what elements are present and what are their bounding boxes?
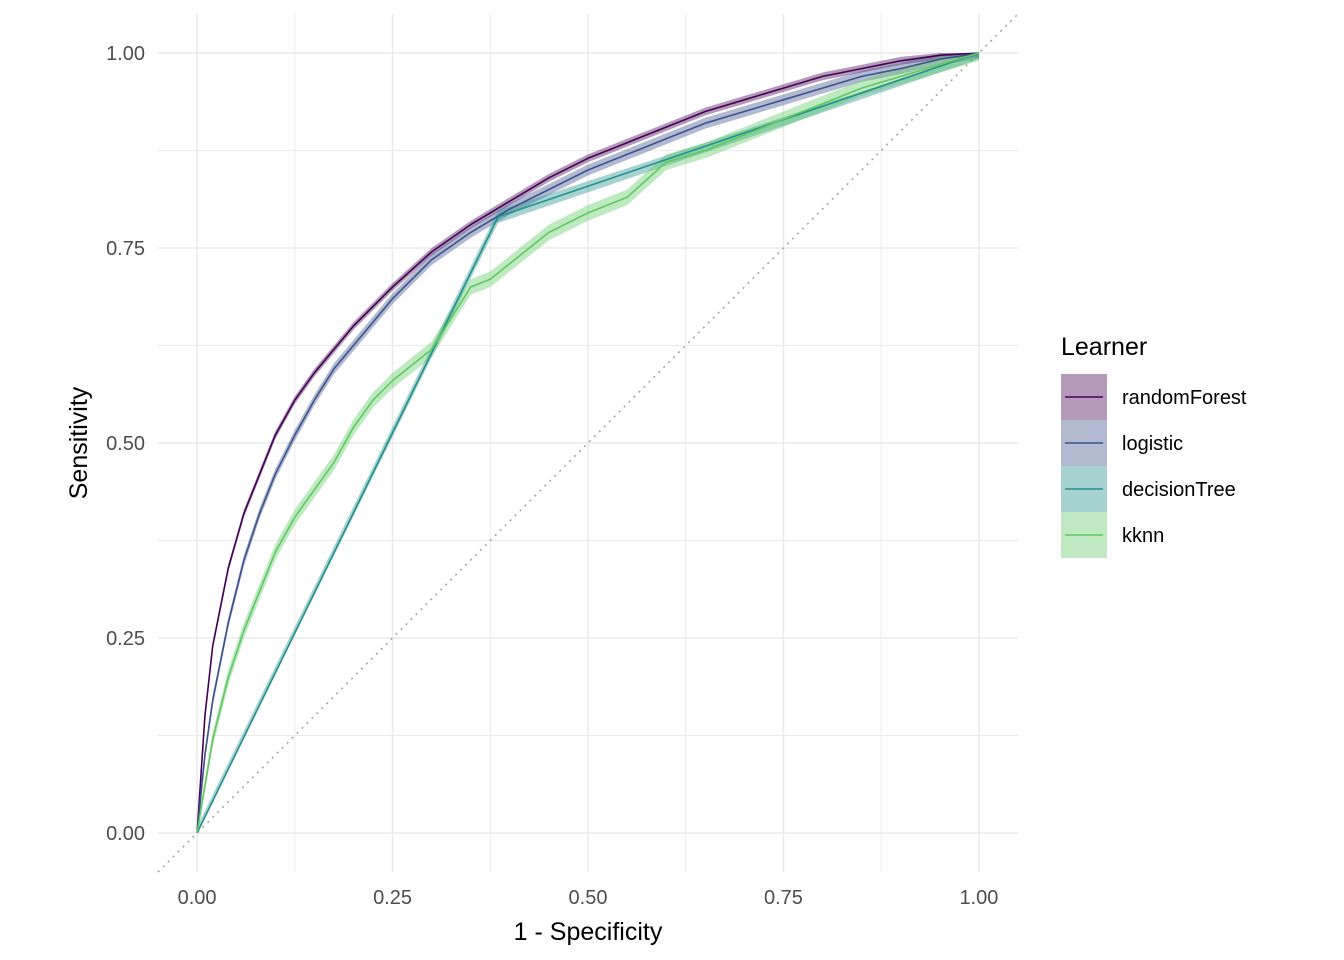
line-kknn xyxy=(196,52,980,834)
legend-title: Learner xyxy=(1061,333,1147,361)
legend-label-logistic: logistic xyxy=(1122,433,1183,455)
legend-label-kknn: kknn xyxy=(1122,525,1164,547)
x-tick-label: 0.50 xyxy=(569,887,608,909)
legend-label-decisionTree: decisionTree xyxy=(1122,479,1236,501)
y-tick-label: 0.25 xyxy=(106,628,145,650)
legend-item-randomForest: randomForest xyxy=(1061,374,1247,420)
y-tick-label: 1.00 xyxy=(106,43,145,65)
x-tick-label: 0.75 xyxy=(764,887,803,909)
legend-item-decisionTree: decisionTree xyxy=(1061,466,1236,512)
legend-item-kknn: kknn xyxy=(1061,512,1164,558)
y-tick-label: 0.50 xyxy=(106,433,145,455)
x-tick-label: 0.00 xyxy=(178,887,217,909)
y-tick-label: 0.75 xyxy=(106,238,145,260)
y-tick-label: 0.00 xyxy=(106,823,145,845)
legend: randomForest logistic decisionTree kknn xyxy=(1061,374,1247,558)
y-axis-tick-labels: 0.00 0.25 0.50 0.75 1.00 xyxy=(106,43,145,845)
line-logistic xyxy=(196,52,980,834)
major-gridlines xyxy=(158,14,1018,872)
line-randomForest xyxy=(196,52,979,834)
x-axis-title: 1 - Specificity xyxy=(514,918,663,946)
legend-item-logistic: logistic xyxy=(1061,420,1183,466)
x-tick-label: 0.25 xyxy=(373,887,412,909)
confidence-bands xyxy=(197,53,979,833)
x-tick-label: 1.00 xyxy=(959,887,998,909)
y-axis-title: Sensitivity xyxy=(65,386,93,499)
roc-curves xyxy=(196,52,980,834)
band-kknn xyxy=(197,53,979,833)
legend-label-randomForest: randomForest xyxy=(1122,387,1247,409)
x-axis-tick-labels: 0.00 0.25 0.50 0.75 1.00 xyxy=(178,887,999,909)
line-decisionTree xyxy=(196,52,980,834)
